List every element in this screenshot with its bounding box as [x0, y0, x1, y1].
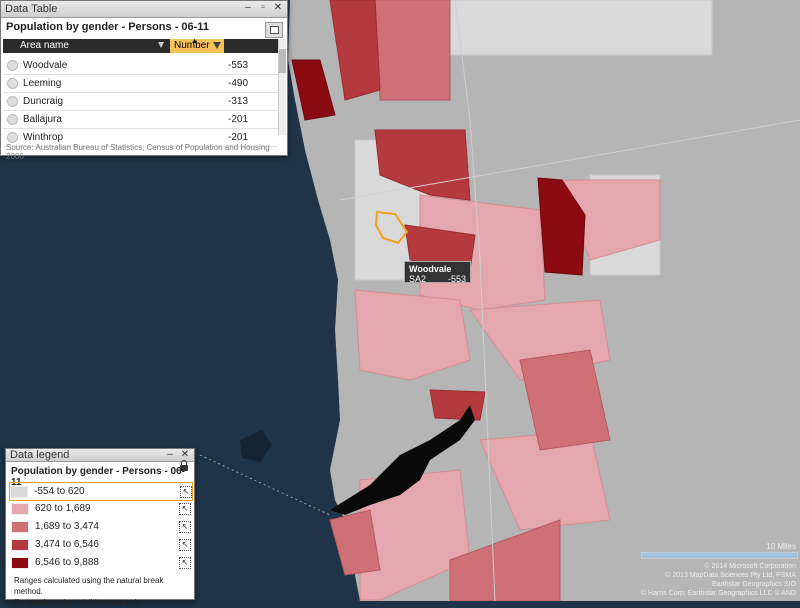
legend-range[interactable]: 6,546 to 9,888 ↖	[11, 554, 191, 571]
select-pointer-icon[interactable]: ↖	[180, 485, 192, 498]
legend-range-label: 3,474 to 6,546	[35, 539, 99, 550]
table-row[interactable]: Winthrop -201	[3, 129, 278, 147]
scrollbar-thumb[interactable]	[279, 49, 286, 73]
data-table-subtitle-text: Population by gender - Persons - 06-11	[6, 21, 209, 33]
column-header-number-label: Number	[174, 40, 210, 51]
ferry-route	[199, 454, 331, 516]
table-row[interactable]: Ballajura -201	[3, 111, 278, 129]
table-rows: Woodvale -553 Leeming -490 Duncraig -313 Ba…	[3, 57, 278, 147]
legend-note-line: Ranges calculated using the natural brea…	[14, 576, 164, 596]
row-number: -490	[227, 78, 248, 89]
table-scrollbar[interactable]	[278, 39, 286, 135]
table-row[interactable]: Woodvale -553	[3, 57, 278, 75]
legend-range-label: 6,546 to 9,888	[35, 557, 99, 568]
row-area-name: Winthrop	[23, 132, 64, 143]
data-table-window: Data Table – ▫ ✕ Population by gender - …	[0, 0, 288, 161]
table-row[interactable]: Duncraig -313	[3, 93, 278, 111]
data-table-subtitle: Population by gender - Persons - 06-11	[1, 18, 287, 40]
row-checkbox[interactable]	[7, 132, 18, 143]
column-header-area-label: Area name	[20, 40, 69, 51]
legend-range[interactable]: 1,689 to 3,474 ↖	[11, 518, 191, 535]
legend-swatch	[11, 538, 29, 551]
legend-note-line: Ranges based on visible areas only.	[14, 598, 142, 607]
minimize-icon[interactable]: –	[167, 449, 173, 460]
legend-title: Population by gender - Persons - 06-11	[6, 460, 194, 488]
legend-range-label: -554 to 620	[34, 486, 85, 497]
row-area-name: Duncraig	[23, 96, 64, 107]
table-row[interactable]: Leeming -490	[3, 75, 278, 93]
highway	[454, 0, 496, 601]
copyright-line: © 2014 Microsoft Corporation	[704, 563, 796, 570]
funnel-icon[interactable]	[213, 42, 221, 49]
restore-icon[interactable]: ▫	[261, 2, 265, 13]
swan-river	[330, 405, 475, 515]
row-area-name: Woodvale	[23, 60, 68, 71]
legend-swatch	[11, 556, 29, 569]
column-header-area[interactable]: Area name	[3, 39, 170, 53]
selected-area-woodvale[interactable]	[374, 210, 409, 245]
row-checkbox[interactable]	[7, 114, 18, 125]
row-checkbox[interactable]	[7, 96, 18, 107]
data-legend-window: Data legend – ✕ Population by gender - P…	[5, 448, 195, 607]
legend-range-label: 1,689 to 3,474	[35, 521, 99, 532]
legend-range-label: 620 to 1,689	[35, 503, 91, 514]
row-area-name: Leeming	[23, 78, 62, 89]
legend-range[interactable]: 620 to 1,689 ↖	[11, 500, 191, 517]
select-pointer-icon[interactable]: ↖	[179, 520, 191, 533]
census-areas-dark	[329, 0, 486, 421]
census-areas-darkest	[291, 59, 586, 276]
select-pointer-icon[interactable]: ↖	[179, 502, 191, 515]
row-number: -201	[227, 114, 248, 125]
minimize-icon[interactable]: –	[245, 2, 251, 13]
row-number: -201	[227, 132, 248, 143]
select-pointer-icon[interactable]: ↖	[179, 538, 191, 551]
copyright-line: © 2013 MapData Sciences Pty Ltd, PSMA	[665, 572, 796, 579]
copyright-line: © Harris Corp, Earthstar Geographics LLC…	[640, 590, 796, 597]
select-pointer-icon[interactable]: ↖	[179, 556, 191, 569]
data-table-window-title: Data Table	[5, 3, 58, 15]
highway	[339, 119, 800, 201]
export-icon[interactable]	[265, 22, 283, 38]
sort-asc-icon: ▲	[191, 38, 198, 45]
close-icon[interactable]: ✕	[273, 2, 283, 13]
row-area-name: Ballajura	[23, 114, 62, 125]
tooltip-value: -553	[447, 274, 466, 284]
data-table-titlebar[interactable]: Data Table – ▫ ✕	[1, 1, 287, 18]
close-icon[interactable]: ✕	[180, 449, 190, 460]
legend-swatch	[11, 502, 29, 515]
data-source: Source: Australian Bureau of Statistics,…	[6, 143, 270, 161]
lock-icon[interactable]	[180, 460, 188, 471]
row-checkbox[interactable]	[7, 60, 18, 71]
legend-note: Ranges calculated using the natural brea…	[14, 575, 194, 608]
tooltip-level: SA2	[409, 274, 427, 284]
data-legend-titlebar[interactable]: Data legend – ✕	[6, 449, 194, 462]
map-copyright: © 2014 Microsoft Corporation © 2013 MapD…	[641, 562, 796, 598]
row-number: -313	[227, 96, 248, 107]
island-shadow	[240, 430, 272, 462]
table-header: Area name ▲ Number	[3, 38, 283, 53]
row-checkbox[interactable]	[7, 78, 18, 89]
filter-icon[interactable]	[158, 42, 164, 48]
column-header-number[interactable]: ▲ Number	[170, 38, 224, 53]
tooltip-area-name: Woodvale	[409, 264, 452, 274]
legend-swatch	[11, 520, 29, 533]
census-areas-medium	[329, 0, 611, 601]
scale-label: 10 Miles	[766, 542, 796, 551]
legend-range[interactable]: -554 to 620 ↖	[9, 482, 193, 501]
copyright-line: Earthstar Geographics SIO	[711, 581, 796, 588]
legend-swatch	[10, 485, 28, 498]
data-legend-window-title: Data legend	[10, 449, 70, 461]
row-number: -553	[227, 60, 248, 71]
area-tooltip: Woodvale -553 SA2	[404, 261, 471, 284]
legend-range[interactable]: 3,474 to 6,546 ↖	[11, 536, 191, 553]
scale-bar	[641, 552, 798, 559]
